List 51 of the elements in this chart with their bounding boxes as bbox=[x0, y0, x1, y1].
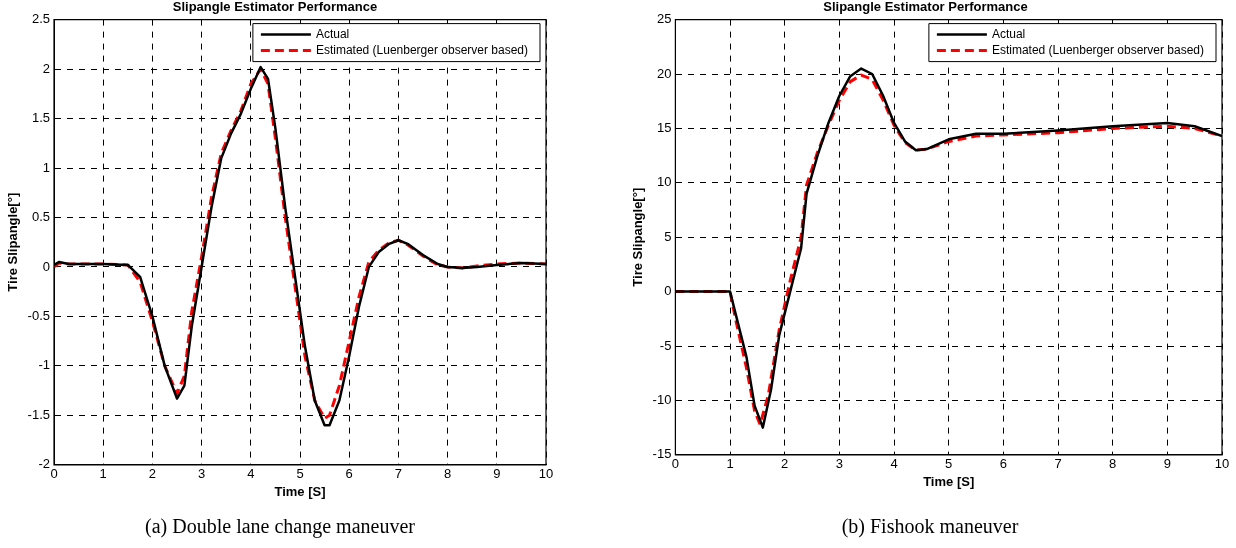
y-tick-label: 0 bbox=[664, 283, 672, 299]
x-axis-title: Time [S] bbox=[923, 473, 975, 489]
x-tick-label: 3 bbox=[197, 466, 206, 482]
x-tick-label: 5 bbox=[296, 466, 304, 482]
x-tick-label: 6 bbox=[999, 456, 1007, 472]
y-tick-label: -0.5 bbox=[27, 307, 50, 323]
x-tick-label: 9 bbox=[1163, 456, 1171, 472]
legend-label: Actual bbox=[315, 26, 350, 41]
y-tick-label: -10 bbox=[652, 391, 672, 407]
y-tick-label: 10 bbox=[656, 174, 672, 190]
x-tick-label: 5 bbox=[945, 456, 953, 472]
text: (a) Double lane change maneuver bbox=[144, 515, 416, 538]
y-tick-label: 15 bbox=[656, 119, 672, 135]
x-axis-title: Time [S] bbox=[274, 483, 326, 499]
text: (b) Fishook maneuver bbox=[840, 515, 1020, 538]
x-tick-label: 2 bbox=[781, 456, 789, 472]
x-tick-label: 1 bbox=[726, 456, 734, 472]
x-tick-label: 1 bbox=[99, 466, 107, 482]
x-tick-label: 8 bbox=[443, 466, 452, 482]
x-tick-label: 9 bbox=[493, 466, 501, 482]
y-tick-label: 2 bbox=[42, 60, 50, 76]
x-tick-label: 2 bbox=[148, 466, 157, 482]
y-tick-label: -1 bbox=[38, 357, 50, 373]
x-tick-label: 4 bbox=[247, 466, 255, 482]
legend-label: Estimated (Luenberger observer based) bbox=[991, 42, 1205, 57]
y-axis-title: Tire Slipangle[°] bbox=[630, 187, 646, 287]
x-tick-label: 4 bbox=[890, 456, 898, 472]
y-tick-label: -15 bbox=[652, 446, 672, 462]
chart-title: Slipangle Estimator Performance bbox=[823, 0, 1028, 15]
y-axis-title: Tire Slipangle[°] bbox=[5, 192, 21, 292]
y-tick-label: 5 bbox=[664, 228, 672, 244]
y-tick-label: 0.5 bbox=[31, 209, 50, 225]
y-tick-label: 2.5 bbox=[31, 11, 50, 27]
chart-title: Slipangle Estimator Performance bbox=[172, 0, 378, 15]
y-tick-label: -2 bbox=[38, 456, 50, 472]
x-tick-label: 8 bbox=[1109, 456, 1117, 472]
y-tick-label: -5 bbox=[659, 337, 672, 353]
y-tick-label: 0 bbox=[42, 258, 50, 274]
y-tick-label: 20 bbox=[656, 65, 672, 81]
legend-label: Estimated (Luenberger observer based) bbox=[315, 42, 529, 57]
y-tick-label: 25 bbox=[656, 11, 672, 27]
legend-label: Actual bbox=[991, 26, 1026, 41]
x-tick-label: 10 bbox=[538, 466, 554, 482]
y-tick-label: -1.5 bbox=[27, 406, 50, 422]
x-tick-label: 7 bbox=[1054, 456, 1062, 472]
x-tick-label: 7 bbox=[394, 466, 403, 482]
x-tick-label: 3 bbox=[835, 456, 843, 472]
x-tick-label: 6 bbox=[345, 466, 353, 482]
y-tick-label: 1 bbox=[42, 159, 50, 175]
x-tick-label: 10 bbox=[1214, 456, 1230, 472]
y-tick-label: 1.5 bbox=[31, 110, 50, 126]
